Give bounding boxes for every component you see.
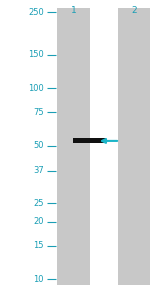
Text: 25: 25 bbox=[33, 199, 44, 208]
Bar bbox=[73, 138, 106, 143]
Text: 1: 1 bbox=[71, 6, 76, 15]
Text: 20: 20 bbox=[33, 217, 44, 226]
Bar bbox=[57, 8, 90, 285]
Text: 2: 2 bbox=[132, 6, 137, 15]
Text: 50: 50 bbox=[33, 141, 44, 150]
Text: 250: 250 bbox=[28, 8, 44, 17]
Text: 100: 100 bbox=[28, 84, 44, 93]
Text: 15: 15 bbox=[33, 241, 44, 250]
Text: 37: 37 bbox=[33, 166, 44, 175]
Text: 75: 75 bbox=[33, 108, 44, 117]
Text: 150: 150 bbox=[28, 50, 44, 59]
Text: 10: 10 bbox=[33, 275, 44, 284]
Bar bbox=[118, 8, 150, 285]
